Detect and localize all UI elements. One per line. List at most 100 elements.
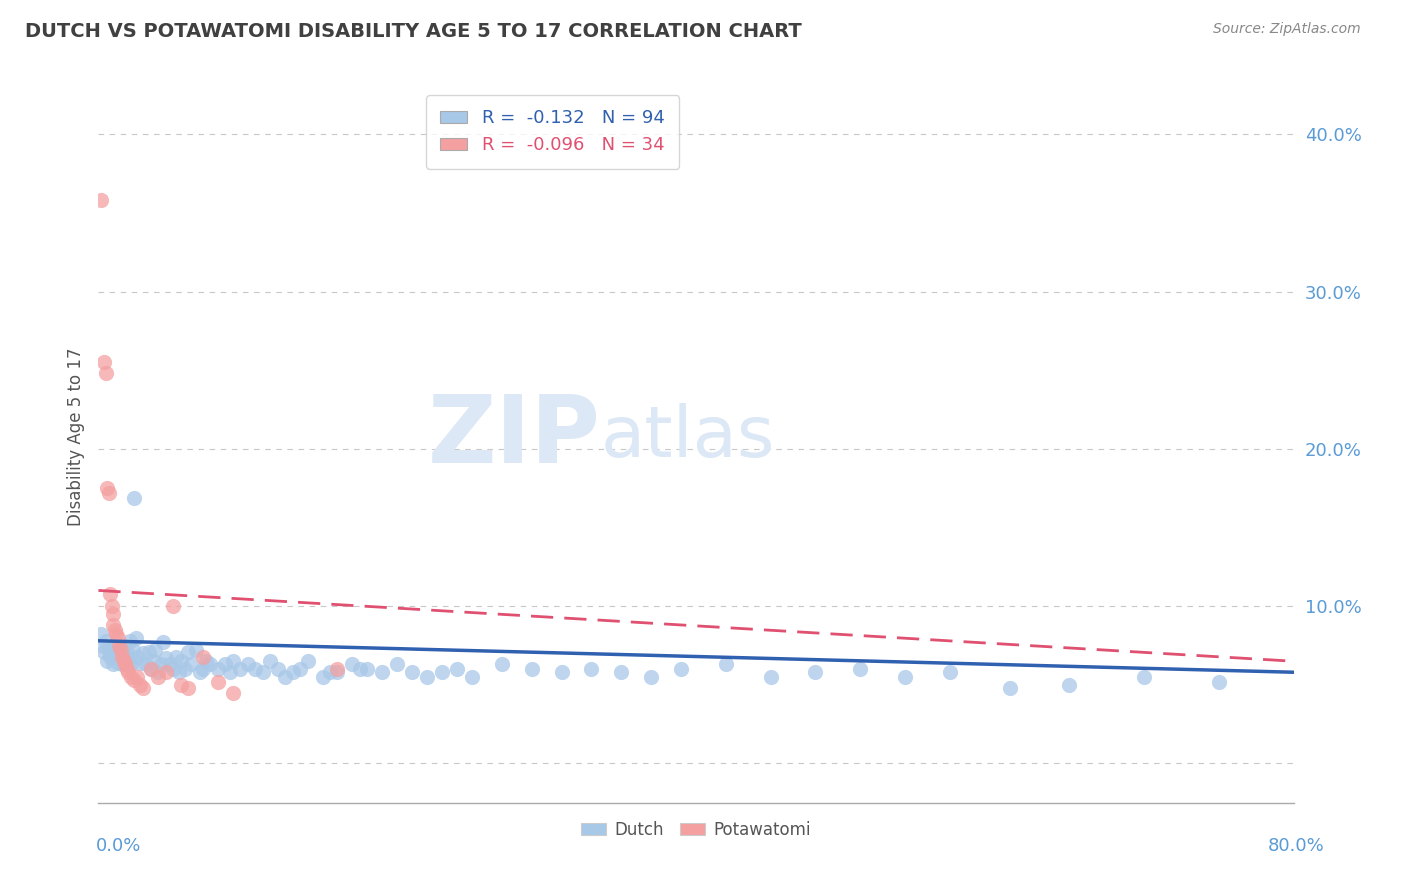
Text: ZIP: ZIP — [427, 391, 600, 483]
Point — [124, 491, 146, 505]
Point — [288, 662, 311, 676]
Point — [105, 649, 128, 664]
Point — [849, 662, 872, 676]
Point — [195, 654, 218, 668]
Point — [219, 665, 242, 680]
Point — [1208, 674, 1230, 689]
Point — [371, 665, 394, 680]
Point — [416, 670, 439, 684]
Point — [162, 599, 184, 614]
Point — [97, 486, 120, 500]
Point — [174, 662, 197, 676]
Y-axis label: Disability Age 5 to 17: Disability Age 5 to 17 — [66, 348, 84, 526]
Point — [274, 670, 297, 684]
Point — [207, 662, 229, 676]
Point — [177, 681, 200, 695]
Point — [326, 662, 349, 676]
Point — [93, 355, 115, 369]
Point — [165, 649, 187, 664]
Point — [1133, 670, 1156, 684]
Point — [96, 654, 118, 668]
Point — [342, 657, 364, 672]
Point — [121, 643, 143, 657]
Point — [259, 654, 281, 668]
Point — [103, 646, 125, 660]
Point — [188, 665, 211, 680]
Point — [94, 633, 117, 648]
Point — [104, 641, 127, 656]
Point — [461, 670, 484, 684]
Point — [93, 645, 115, 659]
Point — [349, 662, 371, 676]
Point — [222, 686, 245, 700]
Point — [894, 670, 917, 684]
Point — [98, 649, 122, 664]
Point — [90, 194, 112, 208]
Point — [245, 662, 267, 676]
Point — [103, 657, 125, 672]
Point — [115, 662, 138, 676]
Point — [114, 657, 136, 672]
Point — [112, 639, 135, 653]
Point — [103, 618, 125, 632]
Point — [222, 654, 245, 668]
Point — [191, 662, 214, 676]
Point — [97, 643, 120, 657]
Point — [1059, 678, 1081, 692]
Point — [112, 654, 135, 668]
Point — [180, 657, 202, 672]
Point — [115, 645, 138, 659]
Point — [110, 643, 132, 657]
Point — [236, 657, 259, 672]
Point — [319, 665, 342, 680]
Point — [640, 670, 662, 684]
Point — [127, 670, 149, 684]
Point — [114, 648, 136, 662]
Point — [356, 662, 378, 676]
Point — [939, 665, 962, 680]
Point — [120, 670, 142, 684]
Point — [177, 645, 200, 659]
Point — [98, 586, 122, 600]
Point — [155, 665, 177, 680]
Point — [152, 635, 174, 649]
Text: Source: ZipAtlas.com: Source: ZipAtlas.com — [1213, 22, 1361, 37]
Point — [129, 656, 152, 670]
Point — [101, 599, 124, 614]
Point — [138, 645, 160, 659]
Point — [297, 654, 319, 668]
Text: 80.0%: 80.0% — [1268, 837, 1324, 855]
Point — [107, 631, 129, 645]
Text: DUTCH VS POTAWATOMI DISABILITY AGE 5 TO 17 CORRELATION CHART: DUTCH VS POTAWATOMI DISABILITY AGE 5 TO … — [25, 22, 801, 41]
Point — [169, 678, 191, 692]
Point — [103, 607, 125, 621]
Point — [184, 643, 207, 657]
Point — [207, 674, 229, 689]
Point — [96, 481, 118, 495]
Point — [191, 649, 214, 664]
Point — [117, 651, 139, 665]
Point — [252, 665, 274, 680]
Point — [108, 643, 131, 657]
Point — [120, 657, 142, 672]
Point — [446, 662, 468, 676]
Legend: Dutch, Potawatomi: Dutch, Potawatomi — [574, 814, 818, 846]
Point — [139, 662, 162, 676]
Point — [998, 681, 1021, 695]
Point — [91, 639, 114, 653]
Point — [804, 665, 827, 680]
Point — [135, 657, 157, 672]
Point — [124, 673, 146, 687]
Point — [214, 657, 236, 672]
Point — [142, 654, 165, 668]
Point — [150, 657, 173, 672]
Point — [267, 662, 290, 676]
Point — [118, 633, 141, 648]
Point — [139, 662, 162, 676]
Point — [229, 662, 252, 676]
Point — [159, 657, 181, 672]
Point — [520, 662, 543, 676]
Point — [326, 665, 349, 680]
Point — [94, 367, 117, 381]
Point — [169, 654, 191, 668]
